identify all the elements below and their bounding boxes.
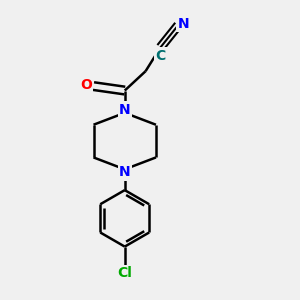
Text: N: N [119,165,130,179]
Text: O: O [80,78,92,92]
Text: N: N [178,17,189,31]
Text: Cl: Cl [117,266,132,280]
Text: C: C [155,49,166,63]
Text: N: N [119,103,130,117]
